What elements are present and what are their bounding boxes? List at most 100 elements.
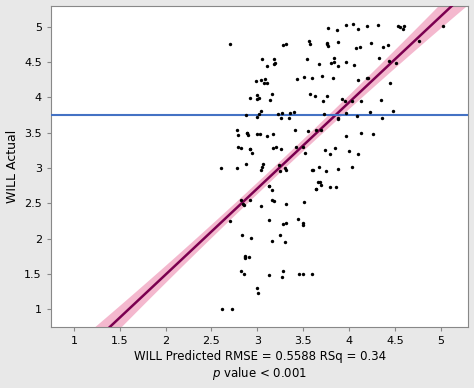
Point	[240, 271, 247, 277]
Point	[342, 59, 349, 65]
Point	[268, 91, 275, 97]
Point	[233, 127, 241, 133]
Point	[255, 94, 263, 100]
Point	[217, 165, 225, 171]
Point	[260, 161, 267, 167]
Point	[257, 108, 264, 114]
Point	[325, 24, 332, 31]
Point	[303, 56, 310, 62]
Point	[226, 218, 234, 224]
Point	[307, 41, 314, 47]
Point	[268, 197, 276, 203]
Point	[265, 183, 273, 189]
Point	[240, 202, 248, 208]
Point	[228, 306, 236, 312]
Point	[357, 98, 365, 104]
Point	[283, 201, 290, 207]
Point	[401, 23, 408, 29]
Point	[242, 161, 250, 167]
Point	[252, 78, 259, 84]
Point	[335, 116, 342, 122]
Point	[234, 132, 241, 138]
Point	[378, 115, 386, 121]
Point	[330, 59, 338, 65]
Point	[342, 110, 349, 116]
Point	[277, 115, 284, 121]
Point	[253, 92, 261, 98]
Point	[334, 166, 341, 173]
Point	[319, 98, 327, 104]
Point	[300, 144, 307, 150]
Point	[263, 63, 271, 69]
Point	[246, 146, 254, 152]
Point	[254, 130, 261, 137]
Point	[238, 232, 246, 238]
Point	[357, 130, 365, 136]
Point	[237, 196, 245, 203]
Point	[301, 199, 308, 205]
Point	[318, 73, 326, 79]
X-axis label: WILL Predicted RMSE = 0.5588 RSq = 0.34
$p$ value < 0.001: WILL Predicted RMSE = 0.5588 RSq = 0.34 …	[134, 350, 386, 383]
Point	[246, 254, 253, 260]
Point	[235, 144, 242, 150]
Point	[291, 109, 298, 115]
Point	[316, 179, 324, 185]
Point	[385, 58, 392, 64]
Point	[275, 111, 283, 117]
Point	[257, 77, 265, 83]
Point	[275, 162, 283, 168]
Point	[342, 22, 350, 28]
Point	[392, 60, 400, 66]
Point	[306, 38, 313, 44]
Point	[439, 23, 447, 29]
Point	[354, 77, 362, 83]
Point	[300, 220, 307, 226]
Point	[247, 235, 255, 241]
Point	[328, 60, 335, 66]
Point	[243, 130, 251, 136]
Point	[345, 148, 352, 154]
Point	[265, 217, 273, 223]
Point	[355, 26, 362, 33]
Point	[355, 151, 362, 157]
Point	[241, 253, 249, 260]
Point	[269, 131, 276, 137]
Point	[257, 167, 264, 173]
Point	[242, 111, 250, 118]
Point	[270, 61, 278, 67]
Point	[329, 75, 337, 81]
Point	[386, 80, 394, 86]
Point	[294, 216, 301, 222]
Point	[352, 45, 360, 51]
Point	[396, 24, 403, 30]
Point	[291, 127, 299, 133]
Point	[317, 182, 325, 188]
Point	[258, 56, 266, 62]
Point	[282, 41, 290, 47]
Point	[292, 144, 300, 150]
Point	[324, 41, 331, 47]
Point	[350, 21, 357, 27]
Point	[260, 80, 267, 87]
Point	[253, 114, 261, 120]
Point	[296, 271, 303, 277]
Point	[282, 167, 290, 173]
Point	[286, 110, 294, 116]
Point	[334, 28, 341, 34]
Point	[263, 80, 271, 86]
Point	[245, 132, 252, 139]
Point	[266, 97, 274, 103]
Point	[389, 108, 397, 114]
Point	[369, 131, 377, 137]
Point	[265, 272, 273, 278]
Point	[269, 145, 277, 151]
Point	[331, 145, 338, 151]
Point	[310, 167, 317, 173]
Point	[304, 128, 312, 135]
Point	[415, 38, 422, 44]
Point	[375, 55, 383, 61]
Point	[248, 150, 256, 156]
Point	[317, 127, 324, 133]
Point	[330, 55, 338, 61]
Point	[379, 44, 387, 50]
